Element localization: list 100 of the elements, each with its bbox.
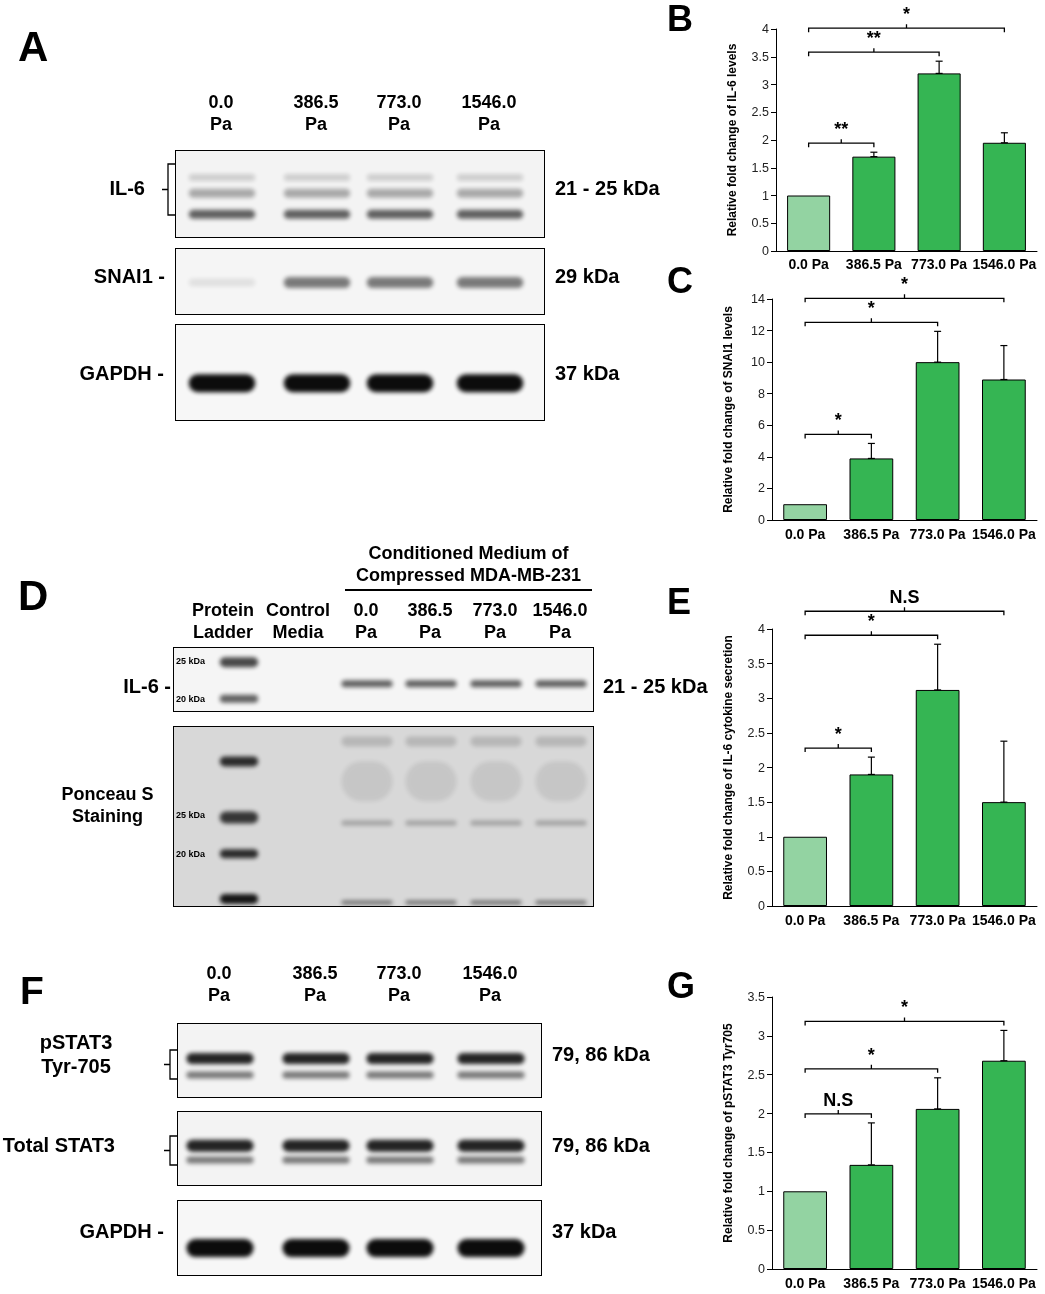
chart-title: C [667,259,693,301]
y-tick-label: 2 [758,760,766,775]
category-label: GAPDH - [79,1220,164,1242]
y-tick-label: 1 [762,188,770,203]
category-label: 29 kDa [555,265,620,287]
category-label: 773.0 Pa [472,600,518,642]
category-label: 0.0 Pa [208,92,234,134]
y-tick-label: 2.5 [747,725,766,740]
category-label: 0.0 Pa [206,963,232,1005]
category-label: 386.5 Pa [292,963,338,1005]
annotation: * [834,724,842,745]
y-tick-label: 1.5 [747,795,766,810]
y-tick-label: 2 [762,133,770,147]
y-tick-label: 4 [758,622,766,636]
annotation: * [867,298,875,319]
text: 25 kDa [176,809,206,821]
x-tick-label: 386.5 Pa [843,526,900,542]
x-tick-label: 0.0 Pa [784,912,826,928]
y-tick-label: 12 [751,323,766,338]
x-tick-label: 1546.0 Pa [971,1275,1036,1291]
category-label: pSTAT3 Tyr-705 [39,1031,113,1077]
annotation: * [867,1044,875,1065]
y-tick-label: 3 [758,691,766,706]
text: * [900,274,909,295]
y-tick-label: 0 [758,513,766,527]
y-axis-title: Relative fold change of IL-6 cytokine secretion [721,635,735,900]
x-tick-label: 386.5 Pa [843,1275,900,1291]
annotation: * [900,997,909,1018]
category-label: Total STAT3 [2,1134,115,1156]
y-tick-label: 1 [758,829,766,844]
category-label: 1546.0 Pa [532,600,588,642]
category-label: IL-6 [109,177,145,199]
y-tick-label: 8 [758,386,766,401]
category-label: Protein Ladder [191,600,255,642]
category-label: 1546.0 Pa [461,92,517,134]
annotation: ** [834,119,849,140]
y-tick-label: 2 [758,1106,766,1121]
text: 20 kDa [176,693,206,705]
category-label: SNAI1 - [93,265,165,287]
x-tick-label: 773.0 Pa [909,1275,966,1291]
y-tick-label: 0.5 [747,1223,766,1238]
text: F [20,968,44,1012]
y-axis-title: Relative fold change of IL-6 levels [725,43,739,237]
text: * [902,4,911,25]
category-label: 79, 86 kDa [552,1134,650,1156]
category-label: 1546.0 Pa [462,963,518,1005]
y-tick-label: 3.5 [751,49,770,64]
text: Conditioned Medium of Compressed MDA-MB-231 [355,543,582,585]
x-tick-label: 773.0 Pa [911,256,968,272]
category-label: 773.0 Pa [376,963,422,1005]
category-label: 79, 86 kDa [552,1043,650,1065]
x-tick-label: 0.0 Pa [784,1275,826,1291]
y-tick-label: 2 [758,481,766,496]
x-tick-label: 773.0 Pa [909,526,966,542]
category-label: 37 kDa [552,1220,617,1242]
annotation: N.S [823,1089,854,1110]
x-tick-label: 1546.0 Pa [971,526,1036,542]
category-label: 386.5 Pa [407,600,453,642]
x-tick-label: 773.0 Pa [909,912,966,928]
y-tick-label: 3.5 [747,990,766,1004]
y-tick-label: 4 [758,449,766,464]
text: 20 kDa [176,848,206,860]
y-tick-label: 1.5 [747,1145,766,1160]
y-tick-label: 3 [758,1028,766,1043]
category-label: Control Media [266,600,330,642]
category-label: 37 kDa [555,362,620,384]
y-axis-title: Relative fold change of pSTAT3 Tyr705 [721,1022,735,1243]
x-tick-label: 386.5 Pa [845,256,903,272]
chart-title: B [667,0,693,39]
category-label: 21 - 25 kDa [603,675,708,697]
y-tick-label: 0 [758,1262,766,1276]
chart-title: E [667,580,692,622]
x-tick-label: 1546.0 Pa [971,912,1036,928]
x-tick-label: 0.0 Pa [788,256,830,272]
y-axis-title: Relative fold change of SNAI1 levels [721,305,735,513]
y-tick-label: 1.5 [751,160,770,175]
category-label: 0.0 Pa [353,600,379,642]
y-tick-label: 3 [762,77,770,92]
category-label: 386.5 Pa [293,92,339,134]
y-tick-label: 10 [751,355,766,370]
x-tick-label: 1546.0 Pa [972,256,1037,272]
y-tick-label: 0 [762,244,770,258]
category-label: GAPDH - [79,362,164,384]
annotation: ** [866,28,881,49]
y-tick-label: 0.5 [747,864,766,879]
text: D [18,571,49,619]
category-label: Ponceau S Staining [61,784,154,826]
annotation: * [834,410,842,431]
y-tick-label: 14 [751,292,766,306]
y-tick-label: 3.5 [747,656,766,671]
x-tick-label: 0.0 Pa [784,526,826,542]
category-label: 773.0 Pa [376,92,422,134]
text: 25 kDa [176,655,206,667]
y-tick-label: 6 [758,418,766,433]
y-tick-label: 4 [762,22,770,36]
chart-title: G [667,964,696,1006]
y-tick-label: 1 [758,1184,766,1199]
text: N.S [889,587,920,608]
category-label: IL-6 - [123,675,171,697]
x-tick-label: 386.5 Pa [843,912,900,928]
